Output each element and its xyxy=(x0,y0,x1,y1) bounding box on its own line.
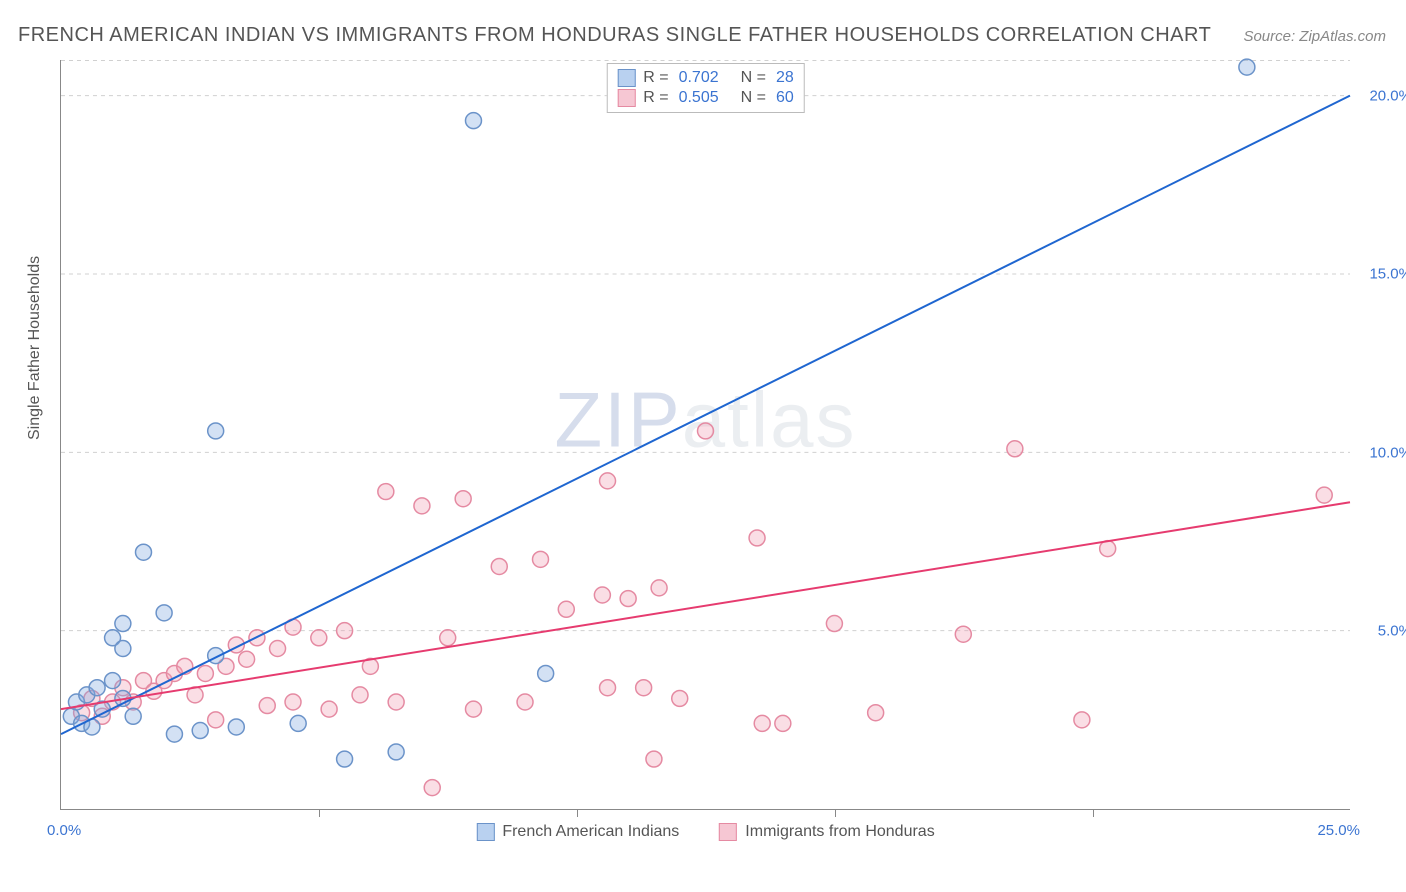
scatter-point xyxy=(775,715,791,731)
scatter-point xyxy=(651,580,667,596)
scatter-point xyxy=(285,694,301,710)
scatter-point xyxy=(533,551,549,567)
y-tick-label: 15.0% xyxy=(1369,266,1406,283)
n-label: N = xyxy=(741,69,766,87)
scatter-point xyxy=(955,626,971,642)
x-tick xyxy=(577,809,578,817)
legend-label-pink: Immigrants from Honduras xyxy=(745,823,934,841)
r-value-blue: 0.702 xyxy=(679,69,719,87)
scatter-point xyxy=(491,558,507,574)
n-value-blue: 28 xyxy=(776,69,794,87)
scatter-point xyxy=(826,616,842,632)
scatter-point xyxy=(378,484,394,500)
scatter-point xyxy=(115,616,131,632)
scatter-point xyxy=(754,715,770,731)
scatter-point xyxy=(197,665,213,681)
scatter-point xyxy=(455,491,471,507)
n-label: N = xyxy=(741,89,766,107)
r-label: R = xyxy=(643,89,668,107)
x-tick xyxy=(1093,809,1094,817)
scatter-point xyxy=(166,726,182,742)
scatter-point xyxy=(517,694,533,710)
plot-svg xyxy=(61,60,1350,809)
scatter-point xyxy=(620,591,636,607)
n-value-pink: 60 xyxy=(776,89,794,107)
scatter-point xyxy=(156,605,172,621)
scatter-point xyxy=(239,651,255,667)
legend-item-pink: Immigrants from Honduras xyxy=(719,823,934,841)
scatter-point xyxy=(440,630,456,646)
scatter-point xyxy=(321,701,337,717)
scatter-point xyxy=(1007,441,1023,457)
scatter-point xyxy=(600,680,616,696)
scatter-point xyxy=(672,690,688,706)
regression-line xyxy=(61,502,1350,709)
legend-label-blue: French American Indians xyxy=(502,823,679,841)
x-tick xyxy=(835,809,836,817)
regression-line xyxy=(61,96,1350,734)
scatter-point xyxy=(465,113,481,129)
scatter-point xyxy=(1239,59,1255,75)
scatter-point xyxy=(465,701,481,717)
chart-title: FRENCH AMERICAN INDIAN VS IMMIGRANTS FRO… xyxy=(18,24,1211,47)
y-tick-label: 10.0% xyxy=(1369,444,1406,461)
y-axis-label: Single Father Households xyxy=(26,256,44,440)
scatter-point xyxy=(414,498,430,514)
legend-series: French American Indians Immigrants from … xyxy=(476,823,934,841)
scatter-point xyxy=(352,687,368,703)
scatter-point xyxy=(259,698,275,714)
scatter-point xyxy=(337,751,353,767)
scatter-point xyxy=(125,708,141,724)
legend-stats-row-pink: R = 0.505 N = 60 xyxy=(617,88,794,108)
y-tick-label: 20.0% xyxy=(1369,87,1406,104)
r-value-pink: 0.505 xyxy=(679,89,719,107)
scatter-point xyxy=(270,641,286,657)
scatter-point xyxy=(538,665,554,681)
x-tick xyxy=(319,809,320,817)
swatch-blue xyxy=(617,69,635,87)
scatter-point xyxy=(868,705,884,721)
scatter-point xyxy=(337,623,353,639)
scatter-point xyxy=(388,744,404,760)
scatter-point xyxy=(698,423,714,439)
scatter-point xyxy=(208,712,224,728)
scatter-point xyxy=(228,719,244,735)
scatter-point xyxy=(105,673,121,689)
scatter-point xyxy=(311,630,327,646)
source-credit: Source: ZipAtlas.com xyxy=(1243,28,1386,45)
swatch-blue xyxy=(476,823,494,841)
y-tick-label: 5.0% xyxy=(1378,623,1406,640)
scatter-point xyxy=(636,680,652,696)
scatter-point xyxy=(388,694,404,710)
scatter-point xyxy=(646,751,662,767)
scatter-point xyxy=(115,641,131,657)
scatter-point xyxy=(136,544,152,560)
scatter-point xyxy=(208,423,224,439)
swatch-pink xyxy=(617,89,635,107)
x-axis-min-label: 0.0% xyxy=(47,822,81,839)
scatter-point xyxy=(290,715,306,731)
scatter-point xyxy=(558,601,574,617)
x-axis-max-label: 25.0% xyxy=(1317,822,1360,839)
scatter-point xyxy=(594,587,610,603)
scatter-point xyxy=(1074,712,1090,728)
plot-area: ZIPatlas R = 0.702 N = 28 R = 0.505 N = … xyxy=(60,60,1350,810)
legend-stats-row-blue: R = 0.702 N = 28 xyxy=(617,68,794,88)
scatter-point xyxy=(89,680,105,696)
scatter-point xyxy=(749,530,765,546)
scatter-point xyxy=(1316,487,1332,503)
legend-item-blue: French American Indians xyxy=(476,823,679,841)
swatch-pink xyxy=(719,823,737,841)
scatter-point xyxy=(192,723,208,739)
scatter-point xyxy=(424,780,440,796)
scatter-point xyxy=(600,473,616,489)
r-label: R = xyxy=(643,69,668,87)
legend-stats: R = 0.702 N = 28 R = 0.505 N = 60 xyxy=(606,63,805,113)
